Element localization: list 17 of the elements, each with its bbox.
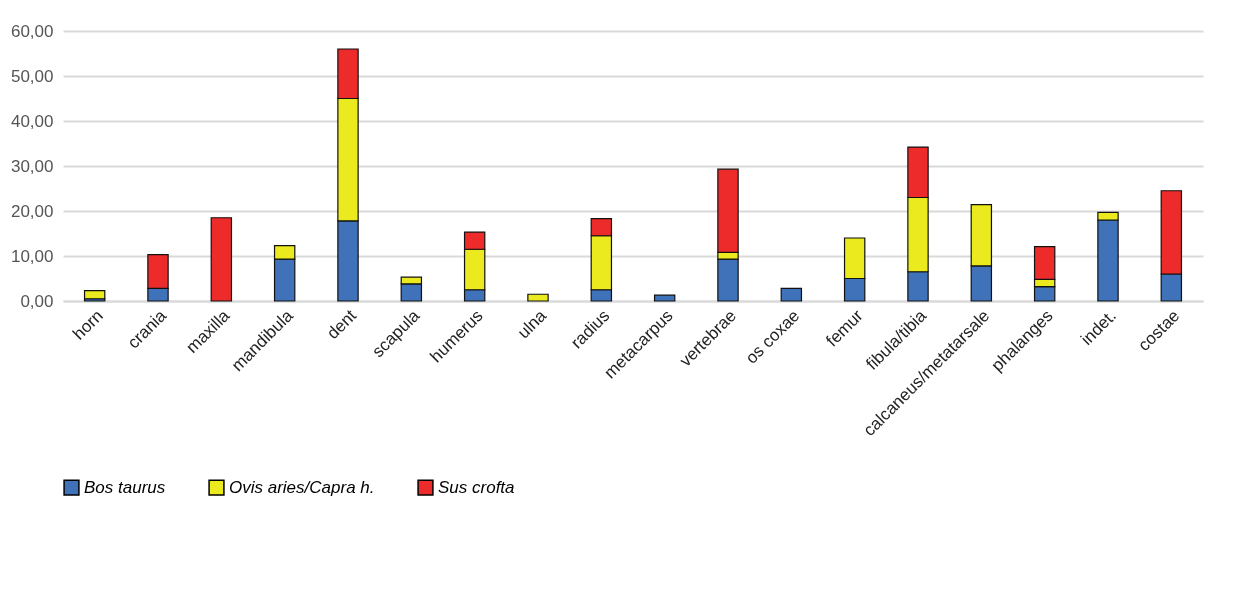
y-tick-label: 10,00 [10, 246, 54, 266]
y-tick-label: 30,00 [10, 156, 54, 176]
y-tick-label: 0,00 [20, 291, 54, 311]
y-tick-label: 50,00 [10, 66, 54, 86]
legend-label: Sus crofta [438, 477, 515, 497]
bar [210, 217, 233, 302]
x-tick-label: ulna [513, 305, 551, 343]
y-tick-label: 40,00 [10, 111, 54, 131]
bar [83, 290, 106, 300]
bar [527, 293, 549, 302]
legend-label: Ovis aries/Capra h. [229, 477, 375, 497]
bar [653, 294, 676, 302]
bar [780, 287, 803, 302]
y-tick-label: 60,00 [10, 21, 54, 41]
x-tick-label: horn [69, 306, 107, 344]
y-tick-label: 20,00 [10, 201, 54, 221]
legend-label: Bos taurus [84, 477, 166, 497]
